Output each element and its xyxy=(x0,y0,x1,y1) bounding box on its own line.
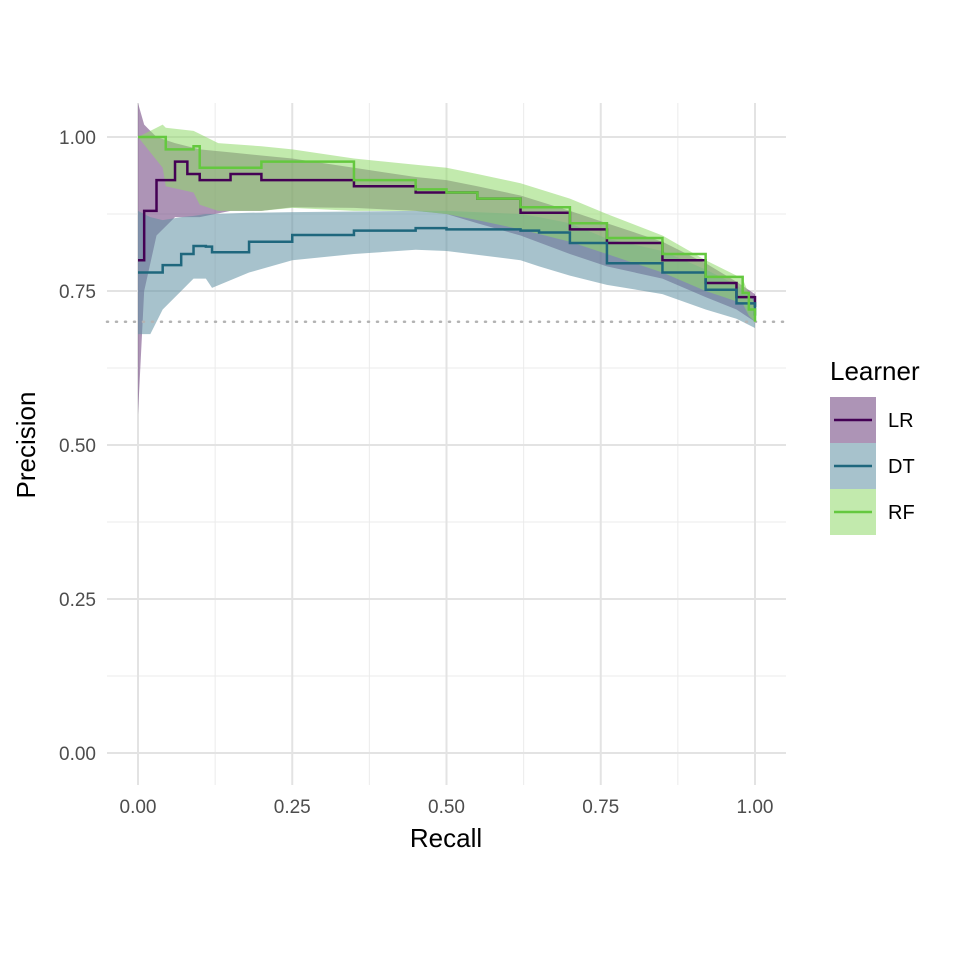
series-lines xyxy=(138,135,757,322)
x-axis-label: Recall xyxy=(410,823,482,853)
y-tick-label: 0.25 xyxy=(59,590,96,611)
x-axis-ticks: 0.00 0.25 0.50 0.75 1.00 xyxy=(120,797,774,818)
y-axis-ticks: 0.00 0.25 0.50 0.75 1.00 xyxy=(59,128,96,765)
x-tick-label: 0.00 xyxy=(120,797,157,818)
y-tick-label: 0.50 xyxy=(59,436,96,457)
x-tick-label: 0.25 xyxy=(274,797,311,818)
x-tick-label: 0.50 xyxy=(428,797,465,818)
legend: Learner LR DT RF xyxy=(830,356,920,535)
y-tick-label: 0.00 xyxy=(59,744,96,765)
lr-legend-label: LR xyxy=(888,410,914,432)
rf-legend-label: RF xyxy=(888,502,915,524)
rf-confidence-band xyxy=(138,124,755,322)
legend-title: Learner xyxy=(830,356,920,386)
x-tick-label: 0.75 xyxy=(582,797,619,818)
y-axis-label: Precision xyxy=(11,392,41,499)
y-tick-label: 0.75 xyxy=(59,282,96,303)
x-tick-label: 1.00 xyxy=(737,797,774,818)
rf-line xyxy=(138,135,757,322)
dt-line xyxy=(138,226,757,316)
y-tick-label: 1.00 xyxy=(59,128,96,149)
dt-legend-label: DT xyxy=(888,456,915,478)
